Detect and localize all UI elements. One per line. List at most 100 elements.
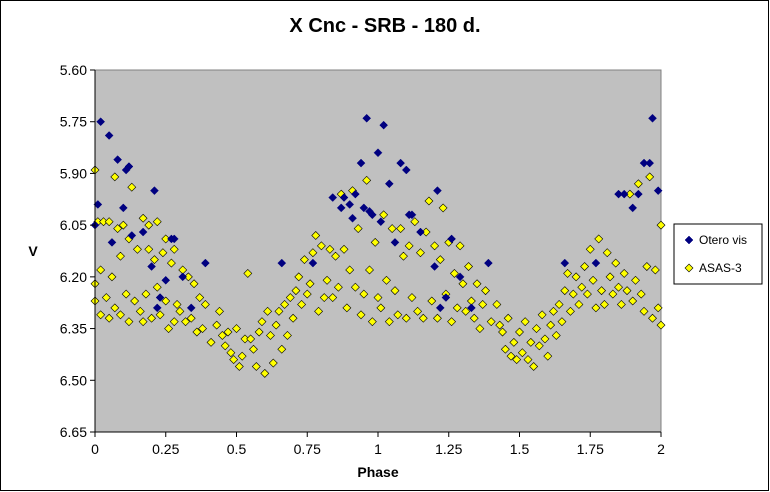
asas3-point — [529, 362, 539, 371]
asas3-point — [189, 279, 199, 289]
asas3-point — [356, 310, 366, 320]
asas3-point — [566, 306, 575, 316]
asas3-point — [147, 313, 157, 323]
otero-vis-point — [178, 272, 188, 282]
asas3-point — [175, 306, 185, 316]
y-tick-label: 6.50 — [60, 372, 87, 388]
asas3-point — [339, 244, 349, 254]
asas3-point — [503, 313, 513, 323]
otero-vis-point — [201, 258, 210, 268]
x-tick-label: 0.25 — [152, 441, 179, 457]
otero-vis-point — [416, 227, 425, 237]
y-tick-label: 5.90 — [60, 165, 87, 181]
asas3-point — [212, 320, 222, 330]
asas3-point — [602, 248, 612, 258]
asas3-point — [633, 179, 643, 189]
asas3-point — [169, 244, 179, 254]
asas3-point — [257, 317, 267, 327]
asas3-point — [186, 313, 196, 323]
asas3-point — [249, 344, 258, 354]
asas3-point — [648, 313, 657, 323]
legend-label: ASAS-3 — [699, 261, 742, 275]
asas3-point — [427, 296, 437, 306]
asas3-point — [118, 220, 128, 230]
asas3-point — [404, 241, 414, 251]
asas3-point — [469, 313, 479, 323]
asas3-point — [571, 272, 581, 282]
otero-vis-point — [447, 234, 456, 244]
asas3-point — [500, 344, 510, 354]
asas3-point — [481, 286, 490, 296]
otero-vis-point — [379, 120, 389, 130]
asas3-point — [237, 351, 247, 361]
asas3-point — [135, 306, 145, 316]
asas3-point — [161, 296, 171, 306]
asas3-point — [226, 348, 236, 358]
asas3-point — [130, 296, 140, 306]
asas3-point — [138, 317, 148, 327]
asas3-point — [614, 282, 623, 292]
otero-vis-point — [150, 186, 159, 196]
asas3-point — [104, 217, 114, 227]
asas3-point — [534, 341, 544, 351]
y-tick-label: 6.65 — [60, 424, 87, 440]
otero-vis-point — [328, 193, 338, 202]
otero-vis-point — [648, 113, 657, 123]
asas3-point — [585, 244, 595, 254]
asas3-point — [424, 196, 434, 206]
otero-vis-point — [186, 303, 196, 313]
asas3-point — [331, 251, 340, 261]
legend-box — [673, 223, 763, 285]
otero-vis-point — [634, 189, 643, 199]
asas3-point — [495, 320, 505, 330]
x-tick-label: 2 — [657, 441, 665, 457]
asas3-point — [543, 351, 553, 361]
otero-vis-point — [367, 210, 377, 220]
asas3-point — [150, 255, 159, 265]
y-tick-label: 6.05 — [60, 217, 87, 233]
asas3-point — [523, 355, 533, 365]
asas3-point — [133, 244, 142, 254]
y-tick-label: 6.35 — [60, 321, 87, 337]
asas3-point — [472, 279, 482, 289]
y-tick-label: 6.20 — [60, 269, 87, 285]
x-tick-label: 0.5 — [227, 441, 247, 457]
asas3-point — [266, 331, 275, 340]
asas3-point — [373, 293, 383, 302]
asas3-point — [636, 289, 646, 299]
asas3-point — [532, 324, 541, 333]
asas3-point — [574, 300, 584, 309]
asas3-point — [152, 217, 162, 227]
asas3-point — [486, 317, 496, 327]
asas3-point — [314, 306, 323, 316]
asas3-point — [101, 293, 111, 302]
asas3-point — [164, 324, 174, 333]
asas3-point — [195, 293, 205, 302]
legend: Otero vis ASAS-3 — [673, 223, 763, 285]
asas3-point — [280, 300, 290, 309]
asas3-point — [478, 300, 488, 309]
asas3-point — [549, 306, 558, 316]
otero-vis-point — [376, 217, 386, 227]
asas3-point — [554, 300, 564, 309]
asas3-point — [350, 282, 360, 292]
asas3-point — [433, 313, 442, 323]
asas3-point — [104, 313, 114, 323]
asas3-point — [138, 213, 148, 223]
asas3-point — [319, 293, 329, 302]
asas3-point — [498, 327, 507, 337]
otero-vis-point — [161, 275, 171, 285]
asas3-point — [305, 279, 315, 289]
asas3-point — [144, 244, 154, 254]
otero-vis-point — [619, 189, 629, 199]
asas3-point — [387, 224, 397, 234]
asas3-point — [288, 313, 298, 323]
otero-vis-point — [127, 231, 137, 240]
asas3-point — [390, 286, 400, 296]
otero-vis-point — [345, 200, 355, 209]
asas3-point — [107, 272, 117, 282]
asas3-point — [263, 306, 273, 316]
asas3-point — [200, 300, 210, 309]
asas3-point — [297, 300, 307, 309]
